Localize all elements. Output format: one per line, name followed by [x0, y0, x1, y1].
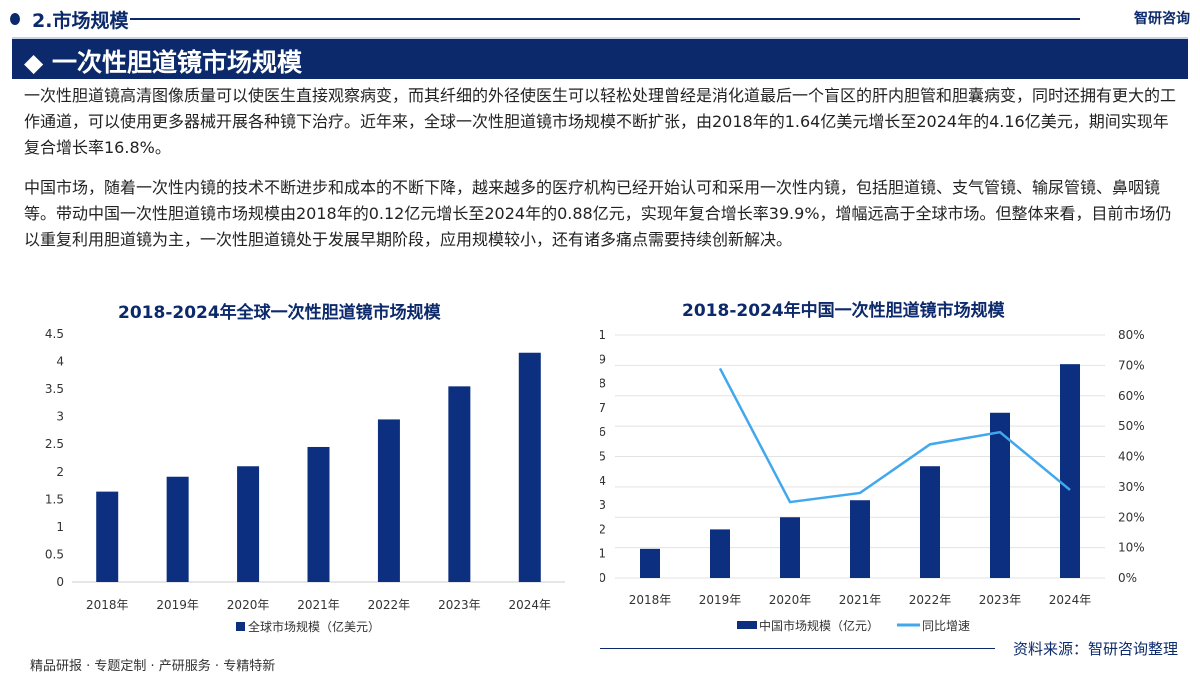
chart-title-global: 2018-2024年全球一次性胆道镜市场规模	[118, 303, 441, 323]
page-title: 一次性胆道镜市场规模	[51, 48, 302, 77]
chart-title-china: 2018-2024年中国一次性胆道镜市场规模	[682, 301, 1005, 321]
bar-2018年	[640, 548, 660, 578]
y-tick-label: 0.6	[600, 425, 606, 439]
x-tick-label: 2020年	[227, 598, 270, 612]
y2-tick-label: 80%	[1118, 328, 1145, 342]
y-tick-label: 0.3	[600, 498, 606, 512]
bar-2018年	[96, 491, 119, 582]
y2-tick-label: 10%	[1118, 541, 1145, 555]
y-tick-label: 1.5	[45, 492, 64, 506]
x-tick-label: 2019年	[156, 598, 199, 612]
x-tick-label: 2019年	[699, 593, 742, 607]
legend-swatch	[236, 622, 245, 631]
footer-services: 精品研报 · 专题定制 · 产研服务 · 专精特新	[30, 659, 276, 674]
brand-logo: 智研咨询	[1134, 11, 1190, 27]
source-divider	[600, 648, 995, 649]
bar-2024年	[518, 352, 541, 582]
section-title: 2.市场规模	[32, 10, 129, 32]
y-tick-label: 0	[56, 575, 64, 589]
y2-tick-label: 70%	[1118, 358, 1145, 372]
x-tick-label: 2021年	[297, 598, 340, 612]
source-note: 资料来源：智研咨询整理	[1012, 640, 1178, 658]
x-tick-label: 2024年	[1049, 593, 1092, 607]
y-tick-label: 0.1	[600, 547, 606, 561]
y2-tick-label: 50%	[1118, 419, 1145, 433]
bar-2020年	[780, 517, 800, 578]
paragraph-global: 一次性胆道镜高清图像质量可以使医生直接观察病变，而其纤细的外径使医生可以轻松处理…	[24, 86, 1177, 157]
y-tick-label: 0.7	[600, 401, 606, 415]
bullet-icon	[10, 13, 20, 25]
y2-tick-label: 60%	[1118, 389, 1145, 403]
y-tick-label: 2.5	[45, 437, 64, 451]
y-tick-label: 4.5	[45, 327, 64, 341]
china-chart: 00.10.20.30.40.50.60.70.80.910%10%20%30%…	[600, 328, 1145, 633]
y2-tick-label: 30%	[1118, 480, 1145, 494]
x-tick-label: 2020年	[769, 593, 812, 607]
y-tick-label: 0.9	[600, 352, 606, 366]
x-tick-label: 2018年	[629, 593, 672, 607]
bar-2019年	[710, 529, 730, 578]
y-tick-label: 0	[600, 571, 606, 585]
x-tick-label: 2024年	[509, 598, 552, 612]
y-tick-label: 2	[56, 465, 64, 479]
x-tick-label: 2021年	[839, 593, 882, 607]
x-tick-label: 2022年	[368, 598, 411, 612]
bar-2022年	[920, 466, 940, 578]
x-tick-label: 2023年	[979, 593, 1022, 607]
x-tick-label: 2023年	[438, 598, 481, 612]
y-tick-label: 0.4	[600, 474, 606, 488]
bar-2023年	[990, 412, 1010, 578]
y-tick-label: 0.8	[600, 377, 606, 391]
bar-2021年	[850, 500, 870, 578]
bar-2023年	[448, 386, 471, 582]
legend-label: 全球市场规模（亿美元）	[248, 619, 380, 634]
y2-tick-label: 20%	[1118, 510, 1145, 524]
y-tick-label: 3	[56, 410, 64, 424]
bar-2022年	[377, 419, 400, 582]
legend-swatch-bar	[737, 621, 757, 629]
page-title-banner: ◆ 一次性胆道镜市场规模	[12, 37, 1188, 79]
divider	[130, 18, 1080, 20]
y-tick-label: 4	[56, 355, 64, 369]
bar-2024年	[1060, 364, 1080, 578]
x-tick-label: 2018年	[86, 598, 129, 612]
y2-tick-label: 40%	[1118, 450, 1145, 464]
global-chart: 0 0.5 1 1.5 2 2.5 3 3.5 4 4.5 2018年 2019年 2020年 2021年…	[45, 327, 565, 634]
y-tick-label: 3.5	[45, 382, 64, 396]
y-tick-label: 0.5	[600, 450, 606, 464]
y-tick-label: 0.5	[45, 547, 64, 561]
y2-tick-label: 0%	[1118, 571, 1137, 585]
y-tick-label: 1	[56, 520, 64, 534]
y-tick-label: 1	[600, 328, 606, 342]
bar-2020年	[237, 466, 260, 582]
bar-2019年	[166, 476, 189, 582]
growth-line	[718, 367, 1071, 504]
legend-label-bar: 中国市场规模（亿元）	[759, 618, 879, 633]
paragraph-china: 中国市场，随着一次性内镜的技术不断进步和成本的不断下降，越来越多的医疗机构已经开…	[24, 178, 1172, 249]
x-tick-label: 2022年	[909, 593, 952, 607]
legend-label-line: 同比增速	[922, 619, 970, 633]
bar-2021年	[307, 446, 330, 582]
y-tick-label: 0.2	[600, 522, 606, 536]
top-bar: 2.市场规模 智研咨询	[10, 6, 1190, 32]
